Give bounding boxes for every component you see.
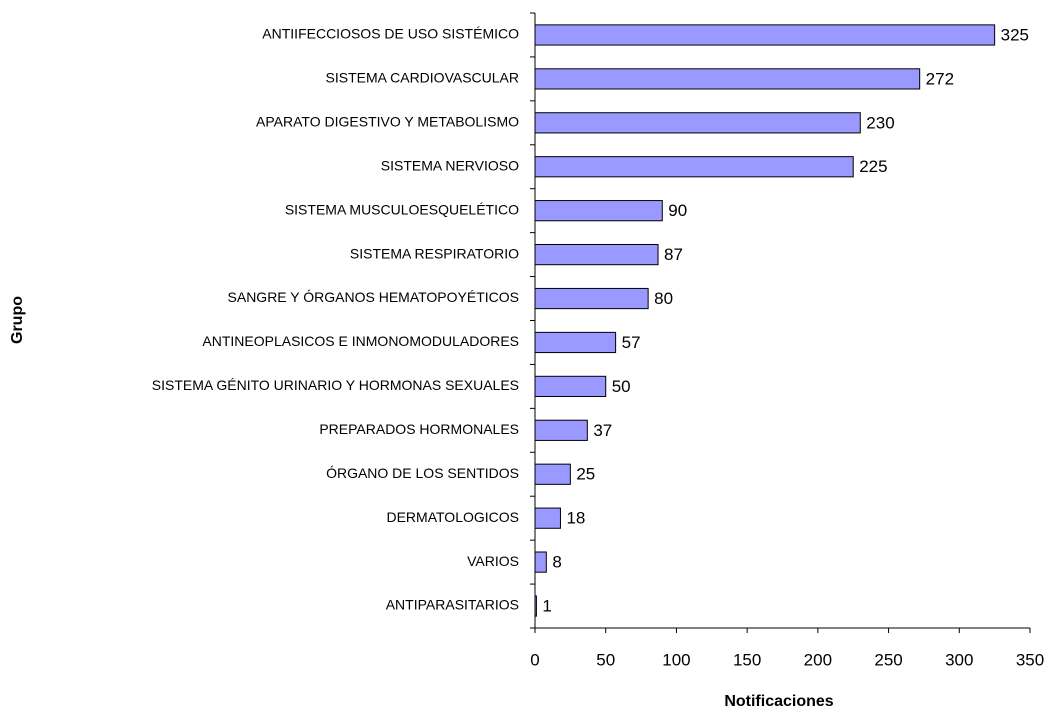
bar xyxy=(534,419,588,441)
y-tick-label: ANTIIFECCIOSOS DE USO SISTÉMICO xyxy=(262,26,519,42)
x-tick-label: 150 xyxy=(733,650,761,669)
value-label: 37 xyxy=(593,421,612,440)
y-tick-label: SISTEMA CARDIOVASCULAR xyxy=(326,70,519,86)
value-label: 225 xyxy=(859,157,887,176)
bar xyxy=(534,375,607,397)
bar xyxy=(534,287,649,310)
bar xyxy=(534,463,571,485)
bar xyxy=(534,551,547,573)
value-label: 80 xyxy=(654,289,673,308)
x-tick-label: 100 xyxy=(662,650,690,669)
y-tick-label: ANTIPARASITARIOS xyxy=(386,597,519,613)
value-label: 230 xyxy=(866,113,894,132)
value-label: 18 xyxy=(566,509,585,528)
x-tick-label: 300 xyxy=(945,650,973,669)
y-tick-label: SANGRE Y ÓRGANOS HEMATOPOYÉTICOS xyxy=(228,289,519,305)
bar xyxy=(534,507,561,529)
value-label: 25 xyxy=(576,465,595,484)
x-tick-label: 0 xyxy=(530,650,539,669)
bar xyxy=(534,331,617,354)
bar xyxy=(534,112,861,134)
bar xyxy=(534,595,537,617)
bar xyxy=(534,68,921,90)
y-tick-label: ANTINEOPLASICOS E INMONOMODULADORES xyxy=(202,333,519,349)
value-label: 1 xyxy=(542,597,551,616)
y-tick-label: ÓRGANO DE LOS SENTIDOS xyxy=(326,465,519,481)
x-tick-label: 200 xyxy=(804,650,832,669)
bar xyxy=(534,200,663,222)
bar xyxy=(534,156,854,178)
bar xyxy=(534,24,996,46)
y-tick-label: DERMATOLOGICOS xyxy=(386,509,519,525)
y-tick-label: PREPARADOS HORMONALES xyxy=(319,421,519,437)
y-axis-label: Grupo xyxy=(9,296,26,344)
bar xyxy=(534,244,659,266)
y-tick-label: SISTEMA GÉNITO URINARIO Y HORMONAS SEXUA… xyxy=(152,377,519,393)
x-axis-label: Notificaciones xyxy=(724,693,833,710)
value-label: 57 xyxy=(622,333,641,352)
value-label: 272 xyxy=(926,69,954,88)
x-tick-label: 250 xyxy=(874,650,902,669)
y-tick-label: SISTEMA NERVIOSO xyxy=(381,157,519,173)
y-tick-label: SISTEMA RESPIRATORIO xyxy=(350,245,519,261)
value-label: 50 xyxy=(612,377,631,396)
value-label: 87 xyxy=(664,245,683,264)
value-label: 90 xyxy=(668,201,687,220)
y-tick-label: APARATO DIGESTIVO Y METABOLISMO xyxy=(256,114,519,130)
value-label: 8 xyxy=(552,553,561,572)
x-tick-label: 50 xyxy=(596,650,615,669)
x-tick-label: 350 xyxy=(1016,650,1044,669)
y-tick-label: VARIOS xyxy=(467,553,519,569)
value-label: 325 xyxy=(1001,25,1029,44)
y-tick-label: SISTEMA MUSCULOESQUELÉTICO xyxy=(285,201,519,217)
